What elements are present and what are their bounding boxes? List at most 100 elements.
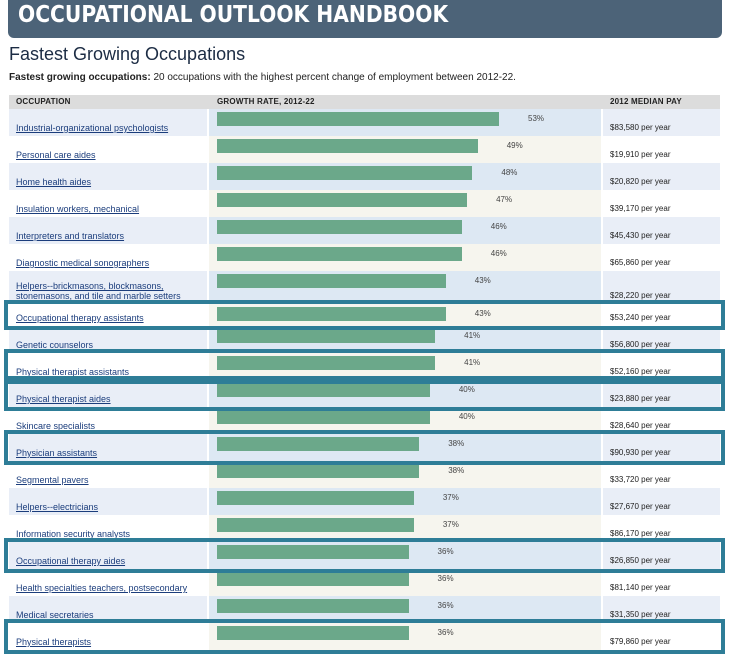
growth-label: 43%: [474, 309, 491, 318]
table-row: Industrial-organizational psychologists 5…: [9, 109, 720, 136]
growth-rate-cell: 36%: [209, 623, 601, 650]
occupation-link[interactable]: Information security analysts: [16, 529, 131, 539]
median-pay-cell: $56,800 per year: [603, 326, 720, 353]
occupation-link[interactable]: Medical secretaries: [16, 610, 94, 620]
growth-bar: [217, 383, 430, 397]
occupation-cell: Physical therapist aides: [9, 380, 207, 407]
occupation-cell: Industrial-organizational psychologists: [9, 109, 207, 136]
median-pay-cell: $20,820 per year: [603, 163, 720, 190]
growth-rate-cell: 46%: [209, 217, 601, 244]
growth-bar: [217, 356, 436, 370]
table-header: OCCUPATION GROWTH RATE, 2012-22 2012 MED…: [9, 95, 720, 109]
header-median-pay: 2012 MEDIAN PAY: [610, 97, 682, 106]
growth-label: 46%: [490, 249, 507, 258]
growth-rate-cell: 49%: [209, 136, 601, 163]
growth-rate-cell: 43%: [209, 271, 601, 304]
occupation-link[interactable]: Skincare specialists: [16, 421, 96, 431]
table-row: Segmental pavers 38% $33,720 per year: [9, 461, 720, 488]
growth-bar: [217, 599, 409, 613]
median-pay-cell: $65,860 per year: [603, 244, 720, 271]
table-row: Helpers--brickmasons, blockmasons, stone…: [9, 271, 720, 304]
median-pay-cell: $26,850 per year: [603, 542, 720, 569]
growth-bar: [217, 626, 409, 640]
median-pay: $53,240 per year: [610, 313, 671, 322]
table-caption: Fastest growing occupations: 20 occupati…: [9, 72, 516, 83]
occupation-cell: Occupational therapy assistants: [9, 304, 207, 326]
growth-rate-cell: 46%: [209, 244, 601, 271]
growth-bar: [217, 247, 462, 261]
growth-label: 36%: [437, 574, 454, 583]
median-pay-cell: $81,140 per year: [603, 569, 720, 596]
occupation-link[interactable]: Physician assistants: [16, 448, 98, 458]
growth-bar: [217, 274, 446, 288]
occupation-cell: Insulation workers, mechanical: [9, 190, 207, 217]
growth-label: 41%: [464, 358, 481, 367]
growth-rate-cell: 38%: [209, 434, 601, 461]
occupation-link[interactable]: Health specialties teachers, postseconda…: [16, 583, 188, 593]
growth-label: 53%: [528, 114, 545, 123]
median-pay: $20,820 per year: [610, 177, 671, 186]
growth-rate-cell: 37%: [209, 515, 601, 542]
occupation-link[interactable]: Physical therapist assistants: [16, 367, 130, 377]
occupation-link[interactable]: Physical therapist aides: [16, 394, 111, 404]
median-pay: $90,930 per year: [610, 448, 671, 457]
occupation-link[interactable]: Interpreters and translators: [16, 231, 125, 241]
page-title: Fastest Growing Occupations: [9, 44, 246, 64]
growth-rate-cell: 41%: [209, 326, 601, 353]
median-pay-cell: $79,860 per year: [603, 623, 720, 650]
growth-label: 41%: [464, 331, 481, 340]
occupation-cell: Health specialties teachers, postseconda…: [9, 569, 207, 596]
median-pay: $28,220 per year: [610, 291, 671, 300]
occupation-cell: Personal care aides: [9, 136, 207, 163]
occupation-link[interactable]: Home health aides: [16, 177, 92, 187]
growth-rate-cell: 38%: [209, 461, 601, 488]
median-pay: $26,850 per year: [610, 556, 671, 565]
growth-bar: [217, 518, 414, 532]
occupation-cell: Medical secretaries: [9, 596, 207, 623]
table-row: Occupational therapy aides 36% $26,850 per…: [9, 542, 720, 569]
median-pay-cell: $33,720 per year: [603, 461, 720, 488]
caption-bold: Fastest growing occupations:: [9, 72, 151, 83]
occupation-link[interactable]: Diagnostic medical sonographers: [16, 258, 150, 268]
occupation-link[interactable]: Genetic counselors: [16, 340, 94, 350]
growth-bar: [217, 437, 420, 451]
growth-label: 36%: [437, 547, 454, 556]
table-row: Insulation workers, mechanical 47% $39,170…: [9, 190, 720, 217]
occupation-link[interactable]: Segmental pavers: [16, 475, 89, 485]
growth-label: 38%: [448, 466, 465, 475]
median-pay-cell: $28,640 per year: [603, 407, 720, 434]
median-pay: $28,640 per year: [610, 421, 671, 430]
median-pay: $56,800 per year: [610, 340, 671, 349]
median-pay: $39,170 per year: [610, 204, 671, 213]
growth-label: 37%: [442, 520, 459, 529]
occupation-link[interactable]: Insulation workers, mechanical: [16, 204, 140, 214]
median-pay-cell: $27,670 per year: [603, 488, 720, 515]
growth-bar: [217, 112, 499, 126]
occupation-link[interactable]: Helpers--brickmasons, blockmasons, stone…: [16, 281, 181, 301]
occupation-cell: Segmental pavers: [9, 461, 207, 488]
growth-bar: [217, 193, 468, 207]
median-pay: $83,580 per year: [610, 123, 671, 132]
growth-bar: [217, 410, 430, 424]
growth-bar: [217, 220, 462, 234]
median-pay-cell: $90,930 per year: [603, 434, 720, 461]
occupation-link[interactable]: Personal care aides: [16, 150, 96, 160]
occupation-link[interactable]: Occupational therapy aides: [16, 556, 126, 566]
occupation-link[interactable]: Occupational therapy assistants: [16, 313, 144, 323]
table-row: Physical therapists 36% $79,860 per year: [9, 623, 720, 650]
table-row: Genetic counselors 41% $56,800 per year: [9, 326, 720, 353]
occupation-link[interactable]: Helpers--electricians: [16, 502, 99, 512]
median-pay: $52,160 per year: [610, 367, 671, 376]
median-pay: $65,860 per year: [610, 258, 671, 267]
growth-label: 40%: [458, 385, 475, 394]
occupation-link[interactable]: Physical therapists: [16, 637, 92, 647]
table-row: Diagnostic medical sonographers 46% $65,86…: [9, 244, 720, 271]
median-pay: $19,910 per year: [610, 150, 671, 159]
median-pay: $23,880 per year: [610, 394, 671, 403]
banner-title: OCCUPATIONAL OUTLOOK HANDBOOK: [18, 2, 449, 28]
header-growth-rate: GROWTH RATE, 2012-22: [217, 97, 315, 106]
occupation-link[interactable]: Industrial-organizational psychologists: [16, 123, 169, 133]
occupation-cell: Skincare specialists: [9, 407, 207, 434]
occupation-table: OCCUPATION GROWTH RATE, 2012-22 2012 MED…: [9, 95, 720, 660]
growth-rate-cell: 53%: [209, 109, 601, 136]
